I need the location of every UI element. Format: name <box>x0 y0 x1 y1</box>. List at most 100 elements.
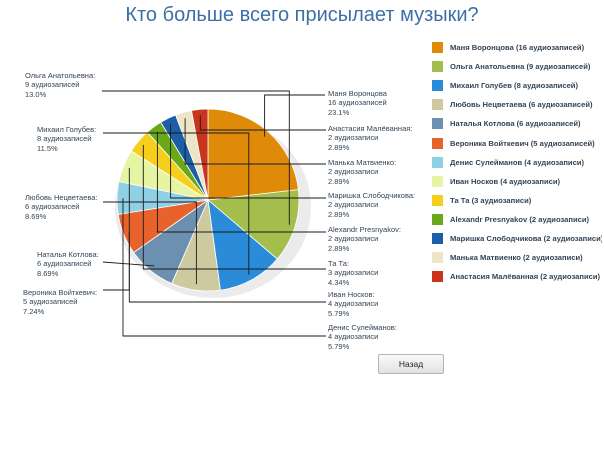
callout-count-text: 6 аудиозаписей <box>37 259 92 269</box>
slice-callout: Любовь Нецветаева: 6 аудиозаписей 8.69% <box>25 193 98 221</box>
leader-line-5 <box>102 261 155 267</box>
callout-count-text: 5 аудиозаписей <box>23 297 78 307</box>
legend-item: Иван Носков (4 аудиозаписи) <box>432 172 602 191</box>
leader-line-3 <box>103 132 250 275</box>
slice-callout: Маришка Слободчикова: 2 аудиозаписи 2.89% <box>328 191 415 219</box>
back-button[interactable]: Назад <box>378 354 444 374</box>
legend-swatch <box>432 80 443 92</box>
legend-item: Наталья Котлова (6 аудиозаписей) <box>432 114 602 133</box>
chart-title: Кто больше всего присылает музыки? <box>125 4 479 26</box>
legend-label: Маня Воронцова (16 аудиозаписей) <box>450 43 585 53</box>
slice-callout: Та Та: 3 аудиозаписи 4.34% <box>328 259 378 287</box>
slice-callout: Анастасия Малёванная: 2 аудиозаписи 2.89% <box>328 124 412 152</box>
legend-label: Иван Носков (4 аудиозаписи) <box>450 176 561 186</box>
legend-label: Вероника Войткевич (5 аудиозаписей) <box>450 138 595 148</box>
pie-slice-3 <box>207 199 278 291</box>
callout-count-text: 3 аудиозаписи <box>328 268 379 278</box>
legend-swatch <box>432 156 443 168</box>
callout-percent-text: 23.1% <box>328 107 350 117</box>
callout-label: Любовь Нецветаева: <box>25 193 98 202</box>
legend-label: Любовь Нецветаева (6 аудиозаписей) <box>450 100 593 110</box>
callout-percent-text: 2.89% <box>328 176 350 186</box>
callout-percent-text: 2.89% <box>328 142 350 152</box>
slice-callout: Наталья Котлова: 6 аудиозаписей 8.69% <box>37 250 99 278</box>
legend-item: Анастасия Малёванная (2 аудиозаписи) <box>432 267 602 286</box>
legend-item: Михаил Голубев (8 аудиозаписей) <box>432 76 602 95</box>
legend-item: Денис Сулейманов (4 аудиозаписи) <box>432 153 602 172</box>
callout-label: Наталья Котлова: <box>37 250 99 259</box>
slice-callout: Вероника Войткевич: 5 аудиозаписей 7.24% <box>23 288 97 316</box>
legend-label: Михаил Голубев (8 аудиозаписей) <box>450 81 578 91</box>
leader-line-10 <box>156 131 326 233</box>
legend-item: Ольга Анатольевна (9 аудиозаписей) <box>432 57 602 76</box>
legend-label: Ольга Анатольевна (9 аудиозаписей) <box>450 62 591 72</box>
legend-label: Денис Сулейманов (4 аудиозаписи) <box>450 157 584 167</box>
legend-swatch <box>432 213 443 225</box>
callout-count-text: 6 аудиозаписей <box>25 202 80 212</box>
legend-item: Вероника Войткевич (5 аудиозаписей) <box>432 133 602 152</box>
callout-percent-text: 8.69% <box>25 211 47 221</box>
callout-percent-text: 2.89% <box>328 243 350 253</box>
callout-label: Маришка Слободчикова: <box>328 191 416 200</box>
legend-swatch <box>432 118 443 130</box>
callout-percent-text: 2.89% <box>328 209 350 219</box>
legend-swatch <box>432 61 443 73</box>
slice-callout: Иван Носков: 4 аудиозаписи 5.79% <box>328 290 378 318</box>
callout-label: Та Та: <box>328 259 349 268</box>
callout-percent-text: 5.79% <box>328 308 350 318</box>
legend-label: Анастасия Малёванная (2 аудиозаписи) <box>450 272 601 282</box>
callout-percent-text: 11.5% <box>37 143 58 153</box>
legend-swatch <box>432 194 443 206</box>
legend-label: Alexandr Presnyakov (2 аудиозаписи) <box>450 214 590 224</box>
leader-line-7 <box>122 198 326 337</box>
callout-label: Маня Воронцова <box>328 89 387 98</box>
legend-swatch <box>432 175 443 187</box>
legend-item: Та Та (3 аудиозаписи) <box>432 191 602 210</box>
pie-slice-2 <box>207 189 300 260</box>
legend-swatch <box>432 137 443 149</box>
callout-count-text: 2 аудиозаписи <box>328 234 379 244</box>
legend-label: Маришка Слободчикова (2 аудиозаписи) <box>450 233 602 243</box>
leader-line-4 <box>103 201 197 285</box>
callout-count-text: 2 аудиозаписи <box>328 200 379 210</box>
callout-label: Вероника Войткевич: <box>23 288 98 297</box>
leader-line-1 <box>264 94 325 137</box>
leader-line-8 <box>128 167 326 303</box>
slice-callout: Михаил Голубев: 8 аудиозаписей 11.5% <box>37 125 96 153</box>
legend-item: Любовь Нецветаева (6 аудиозаписей) <box>432 95 602 114</box>
leader-line-2 <box>102 90 290 225</box>
legend-swatch <box>432 232 443 244</box>
slice-callout: Ольга Анатольевна: 9 аудиозаписей 13.0% <box>25 71 95 99</box>
callout-label: Ольга Анатольевна: <box>25 71 96 80</box>
legend-swatch <box>432 42 443 54</box>
legend-swatch <box>432 99 443 111</box>
legend-label: Манька Матвиенко (2 аудиозаписи) <box>450 253 583 263</box>
callout-label: Иван Носков: <box>328 290 375 299</box>
leader-line-12 <box>184 118 326 165</box>
legend-item: Манька Матвиенко (2 аудиозаписи) <box>432 248 602 267</box>
legend-item: Маришка Слободчикова (2 аудиозаписи) <box>432 229 602 248</box>
callout-percent-text: 5.79% <box>328 341 350 351</box>
callout-label: Михаил Голубев: <box>37 125 97 134</box>
legend-swatch <box>432 271 443 283</box>
callout-percent-text: 7.24% <box>23 306 45 316</box>
callout-label: Анастасия Малёванная: <box>328 124 413 133</box>
legend: Маня Воронцова (16 аудиозаписей) Ольга Ан… <box>432 38 602 286</box>
slice-callout: Манька Матвиенко: 2 аудиозаписи 2.89% <box>328 158 396 186</box>
slice-callout: Маня Воронцова 16 аудиозаписей 23.1% <box>328 89 387 117</box>
leader-line-9 <box>142 144 326 270</box>
leader-line-11 <box>170 123 326 199</box>
legend-item: Маня Воронцова (16 аудиозаписей) <box>432 38 602 57</box>
callout-count-text: 8 аудиозаписей <box>37 134 92 144</box>
callout-percent-text: 13.0% <box>25 89 47 99</box>
callout-label: Манька Матвиенко: <box>328 158 397 167</box>
callout-count-text: 2 аудиозаписи <box>328 133 379 143</box>
callout-label: Alexandr Presnyakov: <box>328 225 401 234</box>
callout-count-text: 2 аудиозаписи <box>328 167 379 177</box>
callout-count-text: 4 аудиозаписи <box>328 299 379 309</box>
callout-count-text: 4 аудиозаписи <box>328 332 379 342</box>
legend-item: Alexandr Presnyakov (2 аудиозаписи) <box>432 210 602 229</box>
legend-label: Та Та (3 аудиозаписи) <box>450 195 532 205</box>
pie-slice-1 <box>207 108 299 201</box>
